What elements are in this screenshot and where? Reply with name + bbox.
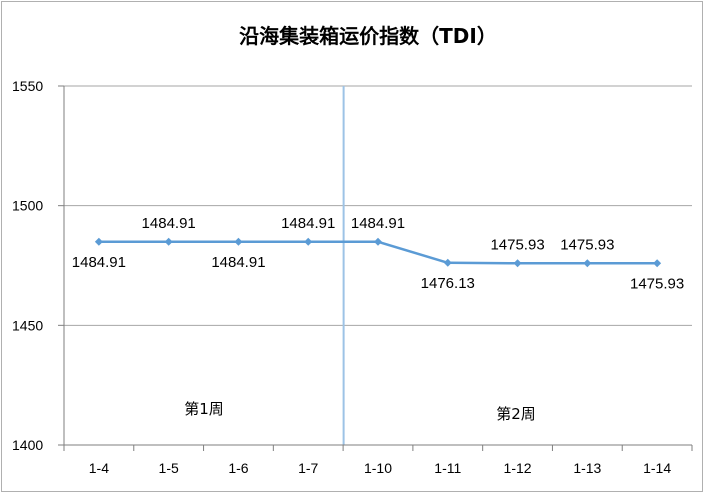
data-point-1-12	[513, 259, 522, 268]
data-point-1-11	[443, 258, 452, 267]
data-label-1-7: 1484.91	[281, 215, 335, 232]
x-tick-1-5: 1-5	[159, 460, 179, 476]
y-tick-1400: 1400	[12, 437, 43, 453]
data-label-1-11: 1476.13	[421, 275, 475, 292]
x-tick-1-10: 1-10	[364, 460, 392, 476]
data-point-1-6	[234, 237, 243, 246]
y-tick-1450: 1450	[12, 317, 43, 333]
x-tick-1-14: 1-14	[643, 460, 671, 476]
y-tick-1550: 1550	[12, 78, 43, 94]
data-label-1-4: 1484.91	[72, 254, 126, 271]
data-label-1-12: 1475.93	[490, 236, 544, 253]
week-2-label: 第2周	[496, 405, 536, 423]
gridlines	[64, 85, 692, 326]
data-label-1-13: 1475.93	[560, 236, 614, 253]
data-point-1-13	[583, 259, 592, 268]
data-labels: 1484.91 1484.91 1484.91 1484.91 1484.91 1476.…	[72, 215, 684, 292]
x-tick-1-13: 1-13	[573, 460, 601, 476]
data-point-1-14	[653, 259, 662, 268]
x-tick-1-7: 1-7	[298, 460, 318, 476]
chart-title: 沿海集装箱运价指数（TDI）	[239, 24, 497, 48]
data-point-1-7	[304, 237, 313, 246]
data-point-1-10	[374, 237, 382, 246]
week-1-label: 第1周	[184, 400, 224, 418]
x-tick-1-12: 1-12	[504, 460, 532, 476]
x-tick-labels: 1-4 1-5 1-6 1-7 1-10 1-11 1-12 1-13 1-14	[89, 460, 672, 476]
x-tick-1-4: 1-4	[89, 460, 109, 476]
data-point-1-4	[94, 237, 103, 246]
data-point-1-5	[164, 237, 173, 246]
axes	[58, 85, 693, 451]
series-group	[94, 237, 662, 268]
data-label-1-6: 1484.91	[211, 254, 265, 271]
data-label-1-10: 1484.91	[351, 215, 405, 232]
x-tick-1-6: 1-6	[228, 460, 248, 476]
data-label-1-5: 1484.91	[142, 215, 196, 232]
data-label-1-14: 1475.93	[630, 275, 684, 292]
y-tick-labels: 1400 1450 1500 1550	[12, 78, 43, 453]
x-tick-1-11: 1-11	[434, 460, 461, 476]
y-tick-1500: 1500	[12, 198, 43, 214]
